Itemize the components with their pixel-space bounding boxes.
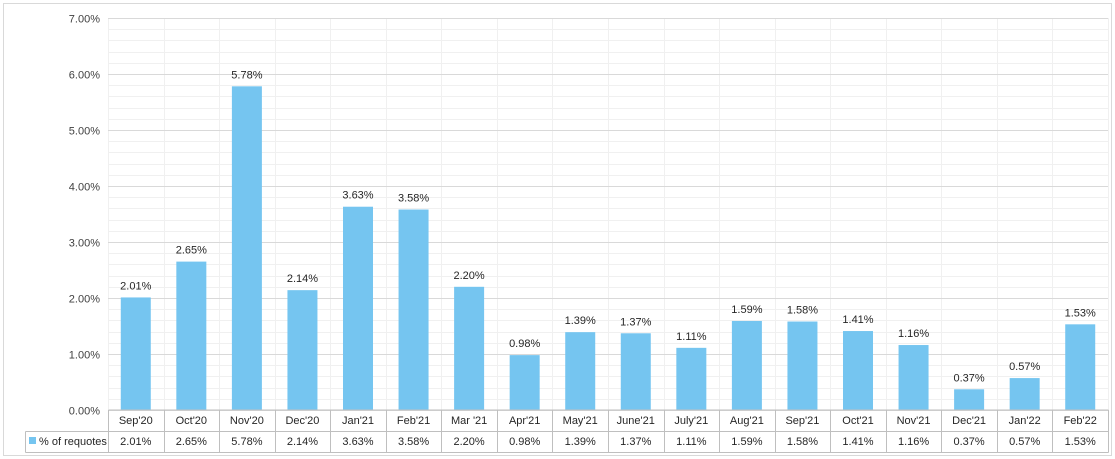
data-label: 1.11% [676,331,707,343]
bar [620,333,651,410]
x-tick-label: June'21 [617,415,655,427]
data-label: 1.58% [787,305,818,317]
table-value: 3.63% [342,436,373,448]
data-label: 1.41% [842,314,873,326]
y-tick-label: 0.00% [69,406,100,418]
x-tick-label: Oct'20 [176,415,207,427]
table-value: 0.57% [1009,436,1040,448]
table-value: 3.58% [398,436,429,448]
legend-label: % of requotes [39,436,107,448]
x-tick-label: Sep'20 [119,415,153,427]
bar [398,209,429,410]
x-tick-label: Apr'21 [509,415,540,427]
data-label: 0.57% [1009,361,1040,373]
data-label: 1.59% [731,304,762,316]
table-value: 2.01% [120,436,151,448]
bar [676,347,707,410]
x-tick-label: Oct'21 [842,415,873,427]
y-tick-label: 7.00% [69,14,100,26]
bar [565,332,596,410]
y-tick-label: 3.00% [69,238,100,250]
table-value: 2.14% [287,436,318,448]
table-value: 1.11% [676,436,707,448]
table-value: 1.41% [842,436,873,448]
data-label: 5.78% [231,69,262,81]
bar [1009,378,1040,410]
table-value: 1.59% [731,436,762,448]
x-tick-label: Nov'21 [897,415,931,427]
bar [343,206,373,410]
data-label: 1.39% [565,315,596,327]
x-tick-label: Sep'21 [785,415,819,427]
table-value: 2.20% [454,436,485,448]
x-tick-label: July'21 [674,415,708,427]
x-tick-label: Aug'21 [730,415,764,427]
x-tick-label: Mar '21 [451,415,487,427]
bar [898,345,929,410]
data-label: 2.01% [120,280,151,292]
table-value: 1.53% [1065,436,1096,448]
bar [1065,324,1096,410]
x-tick-label: Jan'22 [1009,415,1041,427]
y-tick-label: 2.00% [69,294,100,306]
bar [231,86,262,410]
data-label: 2.20% [454,270,485,282]
x-tick-label: May'21 [563,415,598,427]
data-label: 3.63% [342,190,373,202]
table-value: 1.58% [787,436,818,448]
table-value: 1.37% [620,436,651,448]
legend-key [29,437,36,444]
bar [287,290,318,410]
table-value: 5.78% [231,436,262,448]
data-label: 0.37% [954,372,985,384]
bar [731,320,762,410]
x-tick-label: Jan'21 [342,415,374,427]
y-tick-label: 5.00% [69,126,100,138]
table-value: 0.37% [954,436,985,448]
y-tick-label: 6.00% [69,70,100,82]
bar [787,321,818,410]
bar [120,297,151,410]
y-tick-label: 4.00% [69,182,100,194]
x-tick-label: Nov'20 [230,415,264,427]
y-tick-label: 1.00% [69,350,100,362]
chart-border [3,3,1112,456]
bar [454,286,485,410]
bar [176,261,207,410]
table-value: 2.65% [176,436,207,448]
x-tick-label: Feb'21 [397,415,430,427]
data-label: 3.58% [398,193,429,205]
data-label: 0.98% [509,338,540,350]
table-value: 0.98% [509,436,540,448]
data-label: 2.14% [287,273,318,285]
bar [509,355,540,410]
bar [954,389,985,410]
data-label: 1.37% [620,316,651,328]
data-label: 2.65% [176,245,207,257]
bar [843,331,873,410]
table-value: 1.16% [898,436,929,448]
data-label: 1.53% [1065,307,1096,319]
x-tick-label: Dec'20 [285,415,319,427]
x-tick-label: Dec'21 [952,415,986,427]
data-label: 1.16% [898,328,929,340]
x-tick-label: Feb'22 [1064,415,1097,427]
table-value: 1.39% [565,436,596,448]
